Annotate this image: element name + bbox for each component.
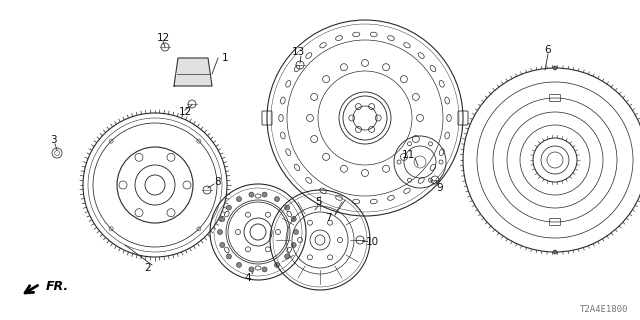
Circle shape	[275, 262, 280, 268]
Polygon shape	[174, 58, 212, 86]
Circle shape	[285, 254, 290, 259]
Circle shape	[294, 229, 298, 235]
Text: 1: 1	[221, 53, 228, 63]
Circle shape	[237, 262, 241, 268]
Circle shape	[227, 254, 232, 259]
Text: 12: 12	[179, 107, 191, 117]
Text: 8: 8	[214, 177, 221, 187]
Text: T2A4E1800: T2A4E1800	[580, 305, 628, 314]
Circle shape	[275, 196, 280, 202]
Circle shape	[262, 192, 267, 197]
Circle shape	[227, 205, 232, 210]
Text: FR.: FR.	[46, 281, 69, 293]
Text: 5: 5	[315, 197, 321, 207]
Circle shape	[553, 66, 557, 70]
Text: 6: 6	[545, 45, 551, 55]
Circle shape	[220, 243, 225, 247]
Circle shape	[291, 217, 296, 221]
Text: 9: 9	[436, 183, 444, 193]
Circle shape	[553, 250, 557, 254]
Text: 12: 12	[156, 33, 170, 43]
Text: 13: 13	[291, 47, 305, 57]
Text: 11: 11	[401, 150, 415, 160]
Text: 2: 2	[145, 263, 151, 273]
Circle shape	[220, 217, 225, 221]
Circle shape	[249, 192, 254, 197]
Text: 4: 4	[244, 273, 252, 283]
Circle shape	[249, 267, 254, 272]
Text: 10: 10	[365, 237, 379, 247]
Text: 7: 7	[324, 213, 332, 223]
Circle shape	[291, 243, 296, 247]
Circle shape	[262, 267, 267, 272]
Circle shape	[237, 196, 241, 202]
Circle shape	[218, 229, 223, 235]
Circle shape	[285, 205, 290, 210]
Text: 3: 3	[50, 135, 56, 145]
